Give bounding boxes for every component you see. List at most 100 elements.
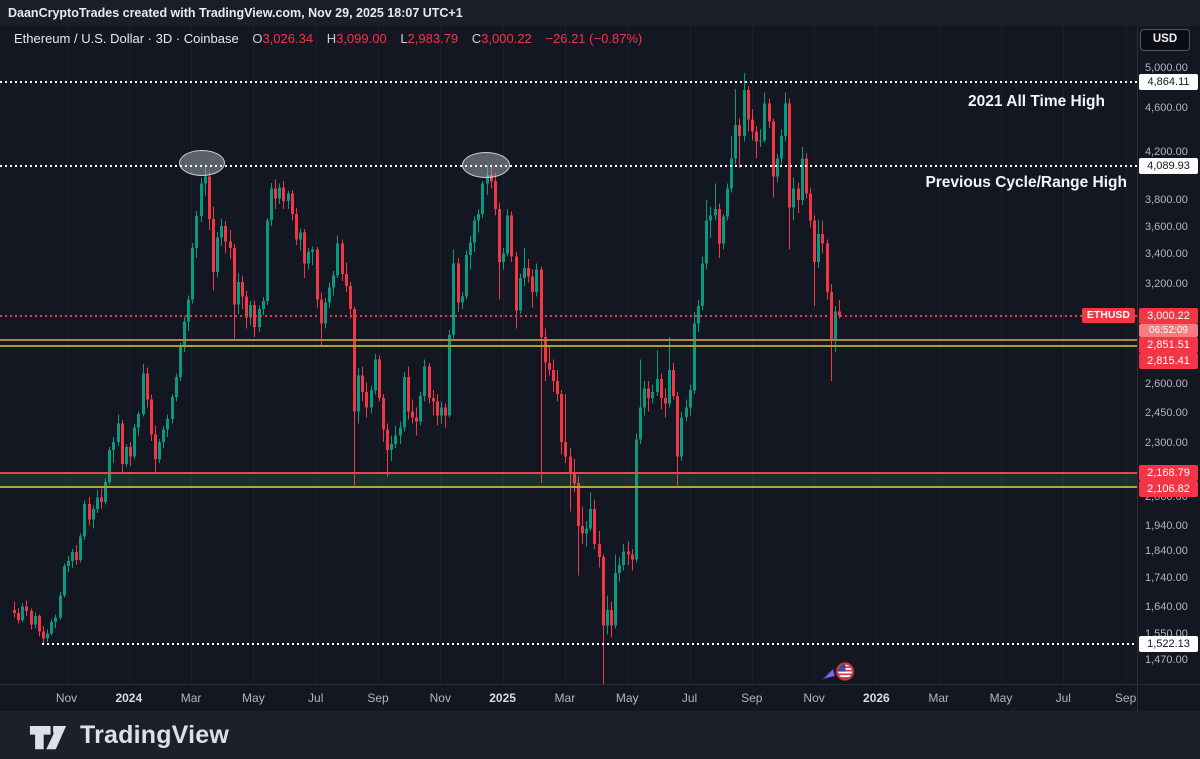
candle-body: [610, 610, 613, 626]
candle-body: [146, 373, 149, 400]
candle-body: [531, 276, 534, 292]
price-level-badge: 2,168.79: [1139, 464, 1198, 481]
level-line: [0, 485, 1137, 488]
candle-body: [490, 175, 493, 182]
candle-body: [772, 121, 775, 177]
candle-body: [278, 187, 281, 199]
candle-body: [730, 158, 733, 189]
candle-body: [195, 215, 198, 248]
candle-body: [17, 613, 20, 620]
candle-body: [598, 543, 601, 557]
candle-body: [125, 446, 128, 464]
price-axis-tick: 3,600.00: [1145, 220, 1188, 233]
candle-body: [685, 407, 688, 418]
candle-body: [602, 557, 605, 626]
candle-body: [519, 278, 522, 311]
price-axis-tick: 2,600.00: [1145, 377, 1188, 390]
candle-body: [21, 606, 24, 620]
candle-body: [465, 254, 468, 297]
open-value: 3,026.34: [262, 31, 314, 46]
candle-body: [701, 263, 704, 306]
dotted-level-line: [0, 314, 1137, 317]
candle-body: [390, 443, 393, 451]
price-axis-tick: 3,400.00: [1145, 248, 1188, 261]
candle-body: [216, 237, 219, 272]
candle-body: [784, 103, 787, 136]
candle-body: [452, 263, 455, 336]
candle-body: [336, 243, 339, 276]
candle-body: [515, 256, 518, 311]
attribution-bar: DaanCryptoTrades created with TradingVie…: [0, 0, 1200, 26]
candle-body: [457, 263, 460, 303]
candle-body: [54, 617, 57, 623]
candle-body: [129, 446, 132, 457]
candle-body: [365, 392, 368, 408]
candle-body: [88, 504, 91, 520]
candle-body: [108, 450, 111, 482]
dotted-level-line: [0, 81, 1137, 83]
price-axis-tick: 3,800.00: [1145, 194, 1188, 207]
time-axis-label: Sep: [367, 691, 389, 705]
candle-body: [813, 220, 816, 263]
candle-body: [809, 193, 812, 221]
candle-body: [34, 616, 37, 625]
candle-body: [262, 301, 265, 309]
candle-body: [523, 267, 526, 279]
candle-body: [291, 193, 294, 215]
candle-body: [187, 299, 190, 322]
candle-body: [287, 193, 290, 202]
candle-body: [792, 188, 795, 208]
candle-body: [647, 388, 650, 398]
candle-body: [693, 323, 696, 391]
candle-body: [324, 302, 327, 324]
candle-body: [564, 441, 567, 457]
candle-body: [672, 370, 675, 396]
time-axis[interactable]: Nov 2024 Mar May Jul Sep Nov 2025 Mar May Jul Sep No…: [0, 685, 1200, 711]
candle-body: [585, 528, 588, 534]
candle-body: [233, 247, 236, 305]
candle-body: [332, 275, 335, 288]
candle-body: [676, 395, 679, 457]
candle-body: [212, 219, 215, 272]
candle-body: [768, 103, 771, 122]
time-axis-label: Mar: [180, 691, 202, 705]
candle-body: [635, 439, 638, 560]
candle-body: [651, 392, 654, 398]
currency-toggle-button[interactable]: USD: [1140, 29, 1190, 51]
candle-body: [299, 232, 302, 240]
vertical-gridline: [316, 26, 317, 684]
economic-event-marker[interactable]: [821, 660, 858, 684]
vertical-gridline: [1126, 26, 1127, 684]
annotation-previous-cycle-high: Previous Cycle/Range High: [925, 174, 1127, 191]
level-line: [0, 339, 1137, 342]
vertical-gridline: [191, 26, 192, 684]
candle-body: [805, 158, 808, 194]
vertical-gridline: [627, 26, 628, 684]
peak-highlight-ellipse: [179, 150, 225, 176]
candle-body: [639, 407, 642, 440]
high-label: H: [326, 31, 337, 46]
price-axis[interactable]: USD 5,000.00 4,600.00 4,200.00 3,800.00 3,60…: [1137, 26, 1200, 684]
candle-body: [589, 509, 592, 529]
candle-body: [780, 135, 783, 159]
candle-body: [13, 610, 16, 614]
candle-body: [423, 366, 426, 396]
candle-body: [121, 423, 124, 464]
footer-bar: TradingView: [0, 711, 1200, 759]
tradingview-brand-link[interactable]: TradingView: [28, 720, 229, 751]
time-axis-label: Mar: [928, 691, 950, 705]
candle-body: [270, 188, 273, 221]
price-level-badge: 1,522.13: [1139, 635, 1198, 652]
price-pane[interactable]: Ethereum / U.S. Dollar · 3D · Coinbase O…: [0, 26, 1137, 684]
candle-body: [689, 390, 692, 408]
time-axis-label: Jul: [308, 691, 324, 705]
dotted-level-line: [0, 164, 1137, 167]
candle-body: [552, 370, 555, 381]
price-level-badge: 4,089.93: [1139, 157, 1198, 174]
candle-body: [444, 407, 447, 416]
candle-body: [374, 359, 377, 391]
candle-body: [643, 388, 646, 408]
price-axis-tick: 2,450.00: [1145, 406, 1188, 419]
candle-body: [759, 140, 762, 142]
